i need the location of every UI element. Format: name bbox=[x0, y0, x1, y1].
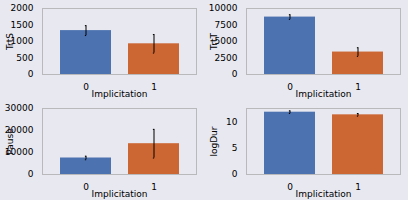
svg-text:0: 0 bbox=[83, 182, 89, 192]
svg-text:1: 1 bbox=[355, 182, 361, 192]
svg-text:Implicitation: Implicitation bbox=[92, 189, 148, 199]
svg-text:10000: 10000 bbox=[4, 147, 34, 158]
svg-text:0: 0 bbox=[83, 82, 89, 92]
svg-text:10000: 10000 bbox=[209, 3, 238, 13]
svg-text:0: 0 bbox=[232, 69, 238, 79]
svg-text:2500: 2500 bbox=[215, 53, 238, 63]
svg-text:TrtS: TrtS bbox=[5, 33, 15, 51]
svg-text:1000: 1000 bbox=[10, 36, 34, 47]
svg-text:1: 1 bbox=[151, 182, 157, 192]
svg-text:Implicitation: Implicitation bbox=[296, 189, 352, 199]
svg-text:500: 500 bbox=[16, 53, 33, 63]
svg-text:5000: 5000 bbox=[214, 36, 238, 47]
svg-text:Implicitation: Implicitation bbox=[92, 89, 148, 99]
svg-text:2000: 2000 bbox=[11, 3, 34, 13]
svg-text:10: 10 bbox=[226, 117, 238, 127]
svg-text:1: 1 bbox=[355, 82, 361, 92]
svg-text:20000: 20000 bbox=[4, 125, 34, 136]
svg-text:Pause: Pause bbox=[5, 128, 15, 155]
svg-text:0: 0 bbox=[287, 82, 293, 92]
svg-text:0: 0 bbox=[232, 169, 238, 179]
svg-text:0: 0 bbox=[28, 169, 34, 179]
svg-text:TrtT: TrtT bbox=[209, 33, 219, 51]
svg-text:logDur: logDur bbox=[209, 126, 219, 156]
svg-text:0: 0 bbox=[287, 182, 293, 192]
svg-text:5: 5 bbox=[232, 143, 238, 153]
svg-text:30000: 30000 bbox=[5, 103, 34, 113]
svg-text:1500: 1500 bbox=[11, 20, 34, 30]
svg-text:Implicitation: Implicitation bbox=[296, 89, 352, 99]
svg-text:7500: 7500 bbox=[215, 20, 238, 30]
svg-text:0: 0 bbox=[28, 69, 34, 79]
svg-text:1: 1 bbox=[151, 82, 157, 92]
